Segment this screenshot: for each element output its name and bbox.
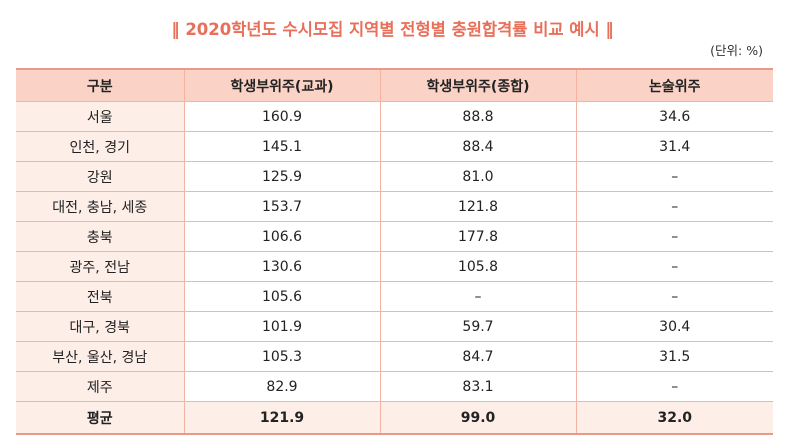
value-cell: 81.0 bbox=[379, 161, 576, 192]
value-cell: 145.1 bbox=[183, 131, 380, 162]
value-cell: 101.9 bbox=[183, 311, 380, 342]
average-label: 평균 bbox=[16, 401, 184, 434]
table-row: 서울 160.9 88.8 34.6 bbox=[16, 101, 773, 132]
value-cell: – bbox=[575, 191, 773, 222]
value-cell: 177.8 bbox=[379, 221, 576, 252]
value-cell: 153.7 bbox=[183, 191, 380, 222]
value-cell: 82.9 bbox=[183, 371, 380, 402]
value-cell: 31.4 bbox=[575, 131, 773, 162]
region-cell: 대전, 충남, 세종 bbox=[16, 191, 184, 222]
region-cell: 강원 bbox=[16, 161, 184, 192]
value-cell: – bbox=[575, 221, 773, 252]
value-cell: 106.6 bbox=[183, 221, 380, 252]
region-cell: 제주 bbox=[16, 371, 184, 402]
column-header: 논술위주 bbox=[575, 69, 773, 102]
table-row: 충북 106.6 177.8 – bbox=[16, 221, 773, 252]
value-cell: 130.6 bbox=[183, 251, 380, 282]
region-cell: 전북 bbox=[16, 281, 184, 312]
table-row: 광주, 전남 130.6 105.8 – bbox=[16, 251, 773, 282]
table-row: 전북 105.6 – – bbox=[16, 281, 773, 312]
value-cell: – bbox=[575, 161, 773, 192]
value-cell: 30.4 bbox=[575, 311, 773, 342]
average-value: 99.0 bbox=[379, 401, 576, 434]
value-cell: – bbox=[379, 281, 576, 312]
value-cell: – bbox=[575, 281, 773, 312]
value-cell: 83.1 bbox=[379, 371, 576, 402]
column-header: 학생부위주(종합) bbox=[379, 69, 576, 102]
value-cell: 125.9 bbox=[183, 161, 380, 192]
table-row: 대구, 경북 101.9 59.7 30.4 bbox=[16, 311, 773, 342]
unit-note: (단위: %) bbox=[710, 43, 763, 58]
value-cell: – bbox=[575, 371, 773, 402]
region-cell: 인천, 경기 bbox=[16, 131, 184, 162]
column-header: 구분 bbox=[16, 69, 184, 102]
value-cell: 105.6 bbox=[183, 281, 380, 312]
table-row: 대전, 충남, 세종 153.7 121.8 – bbox=[16, 191, 773, 222]
value-cell: 34.6 bbox=[575, 101, 773, 132]
region-cell: 서울 bbox=[16, 101, 184, 132]
value-cell: 59.7 bbox=[379, 311, 576, 342]
page-title: ‖ 2020학년도 수시모집 지역별 전형별 충원합격률 비교 예시 ‖ bbox=[171, 20, 614, 39]
value-cell: 31.5 bbox=[575, 341, 773, 372]
value-cell: 105.3 bbox=[183, 341, 380, 372]
average-row: 평균 121.9 99.0 32.0 bbox=[16, 401, 773, 434]
table-header-row: 구분 학생부위주(교과) 학생부위주(종합) 논술위주 bbox=[16, 69, 773, 102]
table-row: 강원 125.9 81.0 – bbox=[16, 161, 773, 192]
table-row: 제주 82.9 83.1 – bbox=[16, 371, 773, 402]
value-cell: 105.8 bbox=[379, 251, 576, 282]
value-cell: – bbox=[575, 251, 773, 282]
table-row: 부산, 울산, 경남 105.3 84.7 31.5 bbox=[16, 341, 773, 372]
region-cell: 대구, 경북 bbox=[16, 311, 184, 342]
column-header: 학생부위주(교과) bbox=[183, 69, 380, 102]
value-cell: 88.4 bbox=[379, 131, 576, 162]
region-cell: 충북 bbox=[16, 221, 184, 252]
value-cell: 84.7 bbox=[379, 341, 576, 372]
average-value: 32.0 bbox=[575, 401, 773, 434]
value-cell: 160.9 bbox=[183, 101, 380, 132]
admission-rate-table: 구분 학생부위주(교과) 학생부위주(종합) 논술위주 서울 160.9 88.… bbox=[16, 68, 773, 435]
value-cell: 88.8 bbox=[379, 101, 576, 132]
value-cell: 121.8 bbox=[379, 191, 576, 222]
average-value: 121.9 bbox=[183, 401, 380, 434]
table-row: 인천, 경기 145.1 88.4 31.4 bbox=[16, 131, 773, 162]
region-cell: 광주, 전남 bbox=[16, 251, 184, 282]
region-cell: 부산, 울산, 경남 bbox=[16, 341, 184, 372]
